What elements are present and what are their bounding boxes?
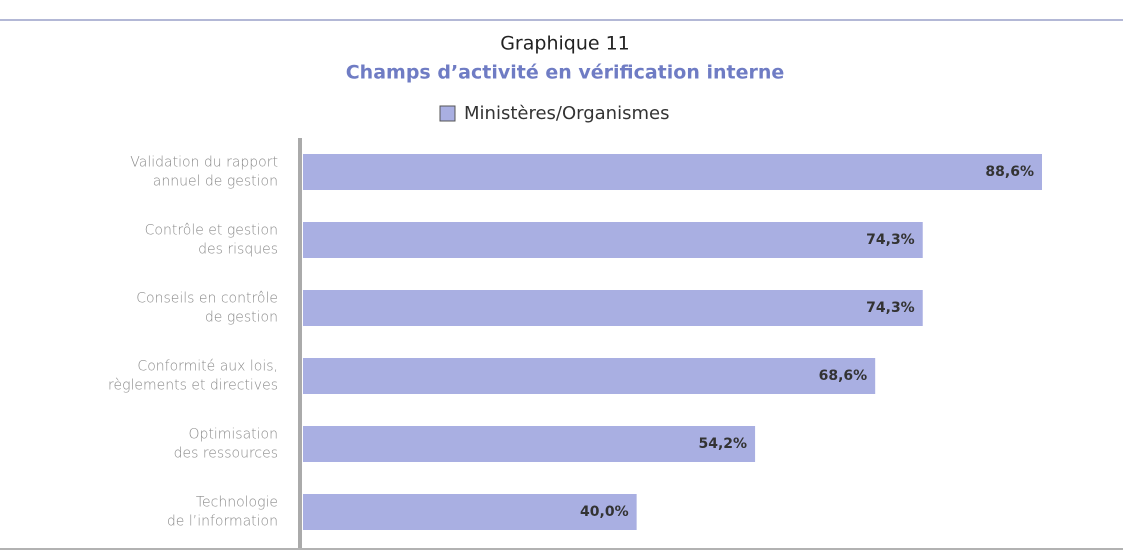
category-label: des ressources: [174, 446, 278, 462]
value-label: 40,0%: [580, 504, 629, 520]
bar: [303, 426, 756, 462]
legend-swatch: [439, 105, 456, 122]
value-label: 74,3%: [866, 232, 915, 248]
category-label: règlements et directives: [108, 378, 278, 394]
value-label: 88,6%: [985, 164, 1034, 180]
bar: [303, 222, 923, 258]
value-label: 74,3%: [866, 300, 915, 316]
bar: [303, 358, 876, 394]
category-label: Validation du rapport: [130, 155, 278, 171]
category-label: Contrôle et gestion: [145, 223, 278, 239]
bar: [303, 290, 923, 326]
chart-subtitle: Champs d’activité en vérification intern…: [346, 62, 785, 84]
category-label: Technologie: [196, 495, 278, 511]
category-label: des risques: [198, 242, 278, 258]
category-label: Conseils en contrôle: [136, 291, 278, 307]
category-label: Conformité aux lois,: [137, 359, 278, 375]
category-label: Optimisation: [188, 427, 278, 443]
value-label: 54,2%: [698, 436, 747, 452]
category-label: annuel de gestion: [153, 174, 278, 190]
bar: [303, 154, 1042, 190]
chart-title: Graphique 11: [500, 33, 630, 55]
category-label: de gestion: [205, 310, 278, 326]
bar: [303, 494, 637, 530]
category-label: de l’information: [167, 514, 278, 530]
legend-label: Ministères/Organismes: [464, 103, 669, 124]
value-label: 68,6%: [819, 368, 868, 384]
